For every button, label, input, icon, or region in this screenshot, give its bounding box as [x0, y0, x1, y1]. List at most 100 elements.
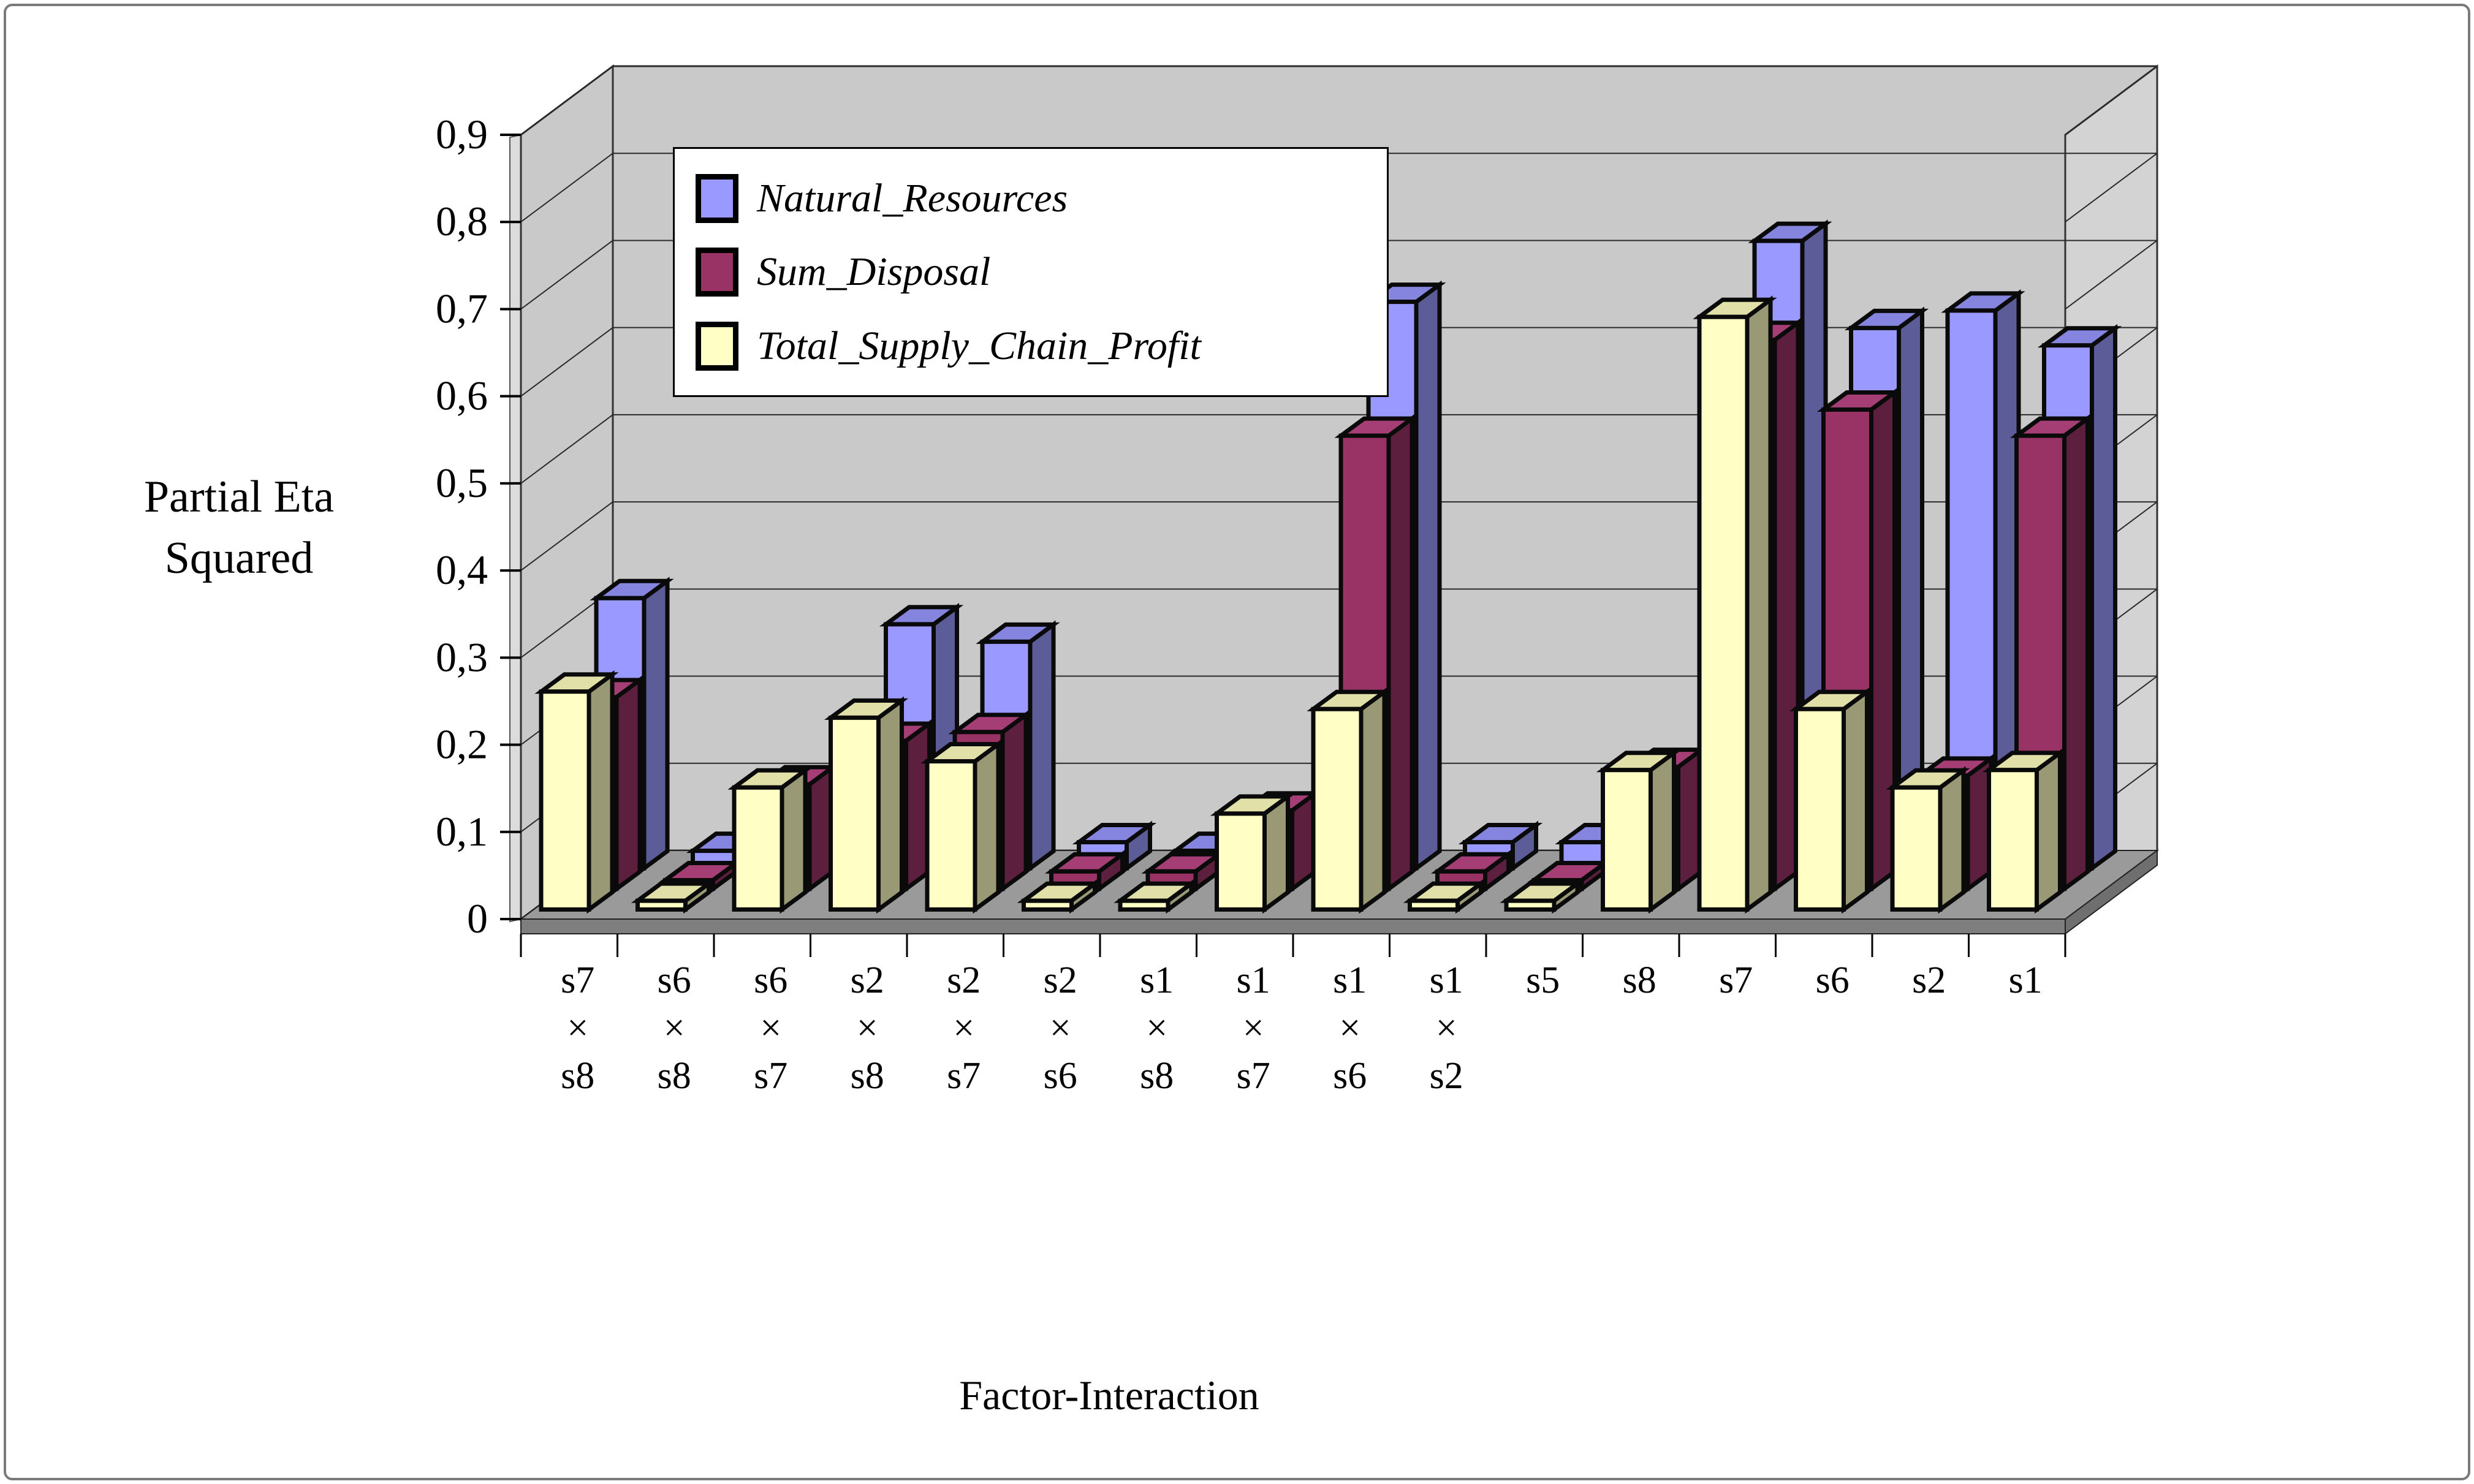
bar-Total_Supply_Chain_Profit-s6×s7 [727, 766, 812, 914]
bar-Total_Supply_Chain_Profit-s1×s2 [1403, 879, 1488, 914]
x-category-label: s8 [1623, 960, 1656, 1001]
bar-Total_Supply_Chain_Profit-s2×s6 [1017, 879, 1102, 914]
bar-face [1028, 620, 1056, 873]
gridline-left [520, 153, 613, 223]
x-category-label: s1 [1333, 960, 1367, 1001]
bar-face [642, 577, 670, 873]
gridline-right [2065, 66, 2158, 135]
y-tick-label: 0,6 [436, 373, 488, 419]
y-tick-label: 0,8 [436, 198, 488, 244]
bar-face [1408, 898, 1460, 912]
bar-face [829, 715, 881, 912]
bar-Total_Supply_Chain_Profit-s7×s8 [534, 670, 619, 914]
y-tick-label: 0,7 [436, 285, 488, 331]
bar-face [1649, 748, 1676, 914]
bar-Total_Supply_Chain_Profit-s1×s7 [1210, 792, 1295, 914]
bar-face [1414, 280, 1442, 873]
y-axis-title: Partial Eta Squared [67, 467, 411, 589]
bar-face [1504, 898, 1557, 912]
bar-Total_Supply_Chain_Profit-s8 [1596, 748, 1681, 914]
y-tick-label: 0 [467, 895, 488, 942]
bar-face [780, 766, 808, 914]
bar-face [925, 759, 977, 912]
y-tick-label: 0,9 [436, 111, 488, 157]
x-category-label: s7 [1719, 960, 1753, 1001]
legend-swatch-blue-icon [696, 173, 738, 223]
x-category-label: s2 [1430, 1055, 1463, 1097]
x-category-label: s6 [1816, 960, 1850, 1001]
bar-face [1987, 768, 2039, 912]
x-category-label: s1 [2009, 960, 2043, 1001]
x-category-label: s2 [1912, 960, 1946, 1001]
y-tick-label: 0,2 [436, 721, 488, 768]
x-category-label: s2 [1044, 960, 1077, 1001]
legend-item-natural-resources: Natural_Resources [696, 173, 1387, 223]
bar-Total_Supply_Chain_Profit-s1 [1982, 748, 2067, 914]
x-category-label: × [953, 1007, 974, 1049]
bar-face [876, 696, 904, 914]
bar-face [1000, 710, 1028, 893]
bar-face [1890, 785, 1943, 912]
bar-face [1794, 706, 1846, 912]
bar-face [1359, 687, 1387, 914]
gridline-right [2065, 153, 2158, 223]
legend-swatch-maroon-icon [696, 248, 738, 297]
left-wall-lip [509, 134, 522, 923]
x-category-label: s2 [947, 960, 981, 1001]
bar-face [636, 898, 688, 912]
y-axis-title-line2: Squared [164, 532, 314, 583]
x-category-label: s8 [561, 1055, 594, 1097]
bar-Total_Supply_Chain_Profit-s1×s6 [1307, 687, 1391, 914]
gridline-left [520, 66, 613, 135]
legend-item-sum-disposal: Sum_Disposal [696, 248, 1387, 297]
chart-floor-front [520, 918, 2066, 934]
y-tick-label: 0,4 [436, 547, 488, 593]
y-tick-label: 0,3 [436, 634, 488, 680]
bar-Total_Supply_Chain_Profit-s6 [1789, 687, 1874, 914]
x-category-label: s6 [658, 960, 691, 1001]
bar-face [2062, 414, 2090, 893]
x-category-label: s7 [561, 960, 594, 1001]
y-tick-label: 0,1 [436, 808, 488, 855]
bar-face [732, 785, 784, 912]
gridline-left [520, 501, 613, 571]
bar-face [1745, 295, 1773, 914]
x-category-label: s8 [1140, 1055, 1174, 1097]
bar-face [1311, 706, 1364, 912]
legend-label: Total_Supply_Chain_Profit [757, 323, 1201, 368]
bar-face [2035, 748, 2062, 914]
bar-face [614, 675, 642, 893]
x-category-label: s6 [754, 960, 787, 1001]
x-category-label: s1 [1140, 960, 1174, 1001]
bar-face [1842, 687, 1869, 914]
gridline-left [520, 414, 613, 484]
bar-Total_Supply_Chain_Profit-s1×s8 [1114, 879, 1198, 914]
bar-face [1697, 314, 1750, 912]
gridline-left [520, 240, 613, 310]
x-category-label: × [1146, 1007, 1167, 1049]
legend: Natural_Resources Sum_Disposal Total_Sup… [673, 147, 1389, 397]
x-category-label: s5 [1526, 960, 1560, 1001]
bar-face [586, 670, 615, 914]
bar-Total_Supply_Chain_Profit-s7 [1693, 295, 1777, 914]
x-category-label: × [1243, 1007, 1264, 1049]
bar-Total_Supply_Chain_Profit-s6×s8 [631, 879, 716, 914]
bar-Total_Supply_Chain_Profit-s2×s7 [920, 740, 1005, 914]
bar-face [539, 689, 591, 912]
x-category-label: s7 [1237, 1055, 1270, 1097]
x-category-label: s7 [754, 1055, 787, 1097]
x-axis-title: Factor-Interaction [959, 1372, 1259, 1418]
legend-label: Natural_Resources [757, 175, 1068, 221]
gridline-left [520, 327, 613, 397]
y-axis-title-line1: Partial Eta [143, 472, 335, 522]
legend-item-total-supply-chain-profit: Total_Supply_Chain_Profit [696, 321, 1387, 371]
chart-floor-side [2065, 849, 2158, 935]
x-category-label: × [1339, 1007, 1360, 1049]
x-category-label: s1 [1237, 960, 1270, 1001]
x-category-label: × [1436, 1007, 1457, 1049]
bar-face [1938, 766, 1966, 914]
x-category-label: × [567, 1007, 588, 1049]
x-category-label: s1 [1430, 960, 1463, 1001]
bar-face [2090, 324, 2117, 873]
x-category-label: × [1050, 1007, 1071, 1049]
